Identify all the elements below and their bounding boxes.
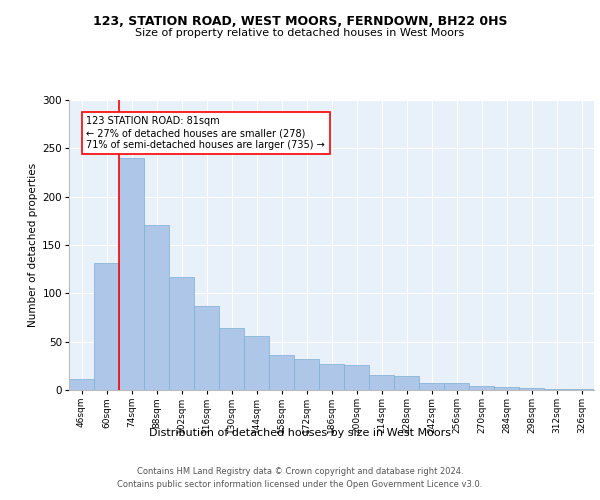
Bar xyxy=(519,388,544,390)
Bar xyxy=(319,364,344,390)
Bar xyxy=(144,224,169,390)
Bar xyxy=(294,359,319,390)
Text: Contains HM Land Registry data © Crown copyright and database right 2024.: Contains HM Land Registry data © Crown c… xyxy=(137,468,463,476)
Bar xyxy=(444,383,469,390)
Bar xyxy=(544,389,569,390)
Text: Distribution of detached houses by size in West Moors: Distribution of detached houses by size … xyxy=(149,428,451,438)
Bar xyxy=(394,376,419,390)
Text: 123 STATION ROAD: 81sqm
← 27% of detached houses are smaller (278)
71% of semi-d: 123 STATION ROAD: 81sqm ← 27% of detache… xyxy=(86,116,325,150)
Bar xyxy=(419,383,444,390)
Bar xyxy=(219,328,244,390)
Bar xyxy=(69,380,94,390)
Bar xyxy=(244,336,269,390)
Bar xyxy=(169,277,194,390)
Bar xyxy=(369,374,394,390)
Text: Size of property relative to detached houses in West Moors: Size of property relative to detached ho… xyxy=(136,28,464,38)
Bar xyxy=(494,387,519,390)
Bar xyxy=(469,386,494,390)
Y-axis label: Number of detached properties: Number of detached properties xyxy=(28,163,38,327)
Bar xyxy=(94,264,119,390)
Text: Contains public sector information licensed under the Open Government Licence v3: Contains public sector information licen… xyxy=(118,480,482,489)
Bar xyxy=(569,389,594,390)
Bar xyxy=(269,355,294,390)
Bar xyxy=(194,306,219,390)
Bar xyxy=(344,365,369,390)
Text: 123, STATION ROAD, WEST MOORS, FERNDOWN, BH22 0HS: 123, STATION ROAD, WEST MOORS, FERNDOWN,… xyxy=(93,15,507,28)
Bar xyxy=(119,158,144,390)
